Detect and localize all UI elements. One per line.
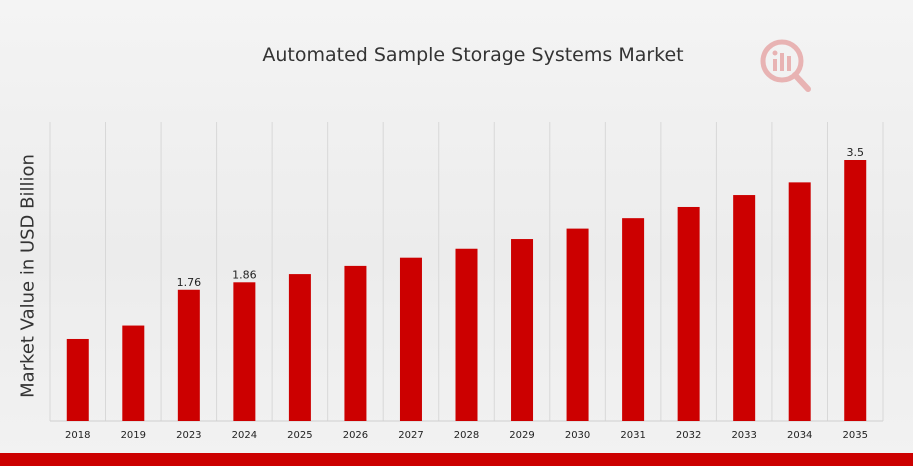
x-tick-label: 2029 xyxy=(509,430,534,441)
data-label: 1.76 xyxy=(177,276,202,289)
bar-2028 xyxy=(455,248,478,421)
x-tick-label: 2027 xyxy=(398,430,423,441)
x-tick-label: 2030 xyxy=(565,430,590,441)
x-tick-label: 2023 xyxy=(176,430,201,441)
bar-2019 xyxy=(122,325,145,421)
x-tick-label: 2035 xyxy=(843,430,868,441)
x-tick-label: 2031 xyxy=(620,430,645,441)
chart-title: Automated Sample Storage Systems Market xyxy=(262,44,684,66)
x-tick-label: 2028 xyxy=(454,430,479,441)
bar-2030 xyxy=(566,228,589,421)
x-tick-label: 2032 xyxy=(676,430,701,441)
bar-2025 xyxy=(288,274,311,421)
data-label: 3.5 xyxy=(846,146,864,159)
bar-2029 xyxy=(511,239,534,421)
x-tick-label: 2026 xyxy=(343,430,368,441)
bar-2032 xyxy=(677,206,700,421)
bar-2018 xyxy=(66,338,89,421)
bar-2031 xyxy=(622,218,645,421)
data-label: 1.86 xyxy=(232,268,257,281)
market-research-logo-icon xyxy=(760,39,811,92)
bar-2024 xyxy=(233,282,256,421)
x-tick-label: 2034 xyxy=(787,430,812,441)
bar-2027 xyxy=(399,257,422,421)
x-tick-label: 2024 xyxy=(232,430,257,441)
bottom-accent-bar xyxy=(0,453,913,466)
bar-2023 xyxy=(177,289,200,421)
bar-2033 xyxy=(733,195,756,421)
bar-2026 xyxy=(344,265,367,421)
x-tick-label: 2025 xyxy=(287,430,312,441)
bar-2034 xyxy=(788,182,811,421)
x-tick-label: 2033 xyxy=(731,430,756,441)
x-tick-label: 2019 xyxy=(121,430,146,441)
bar-2035 xyxy=(844,160,867,421)
x-tick-label: 2018 xyxy=(65,430,90,441)
